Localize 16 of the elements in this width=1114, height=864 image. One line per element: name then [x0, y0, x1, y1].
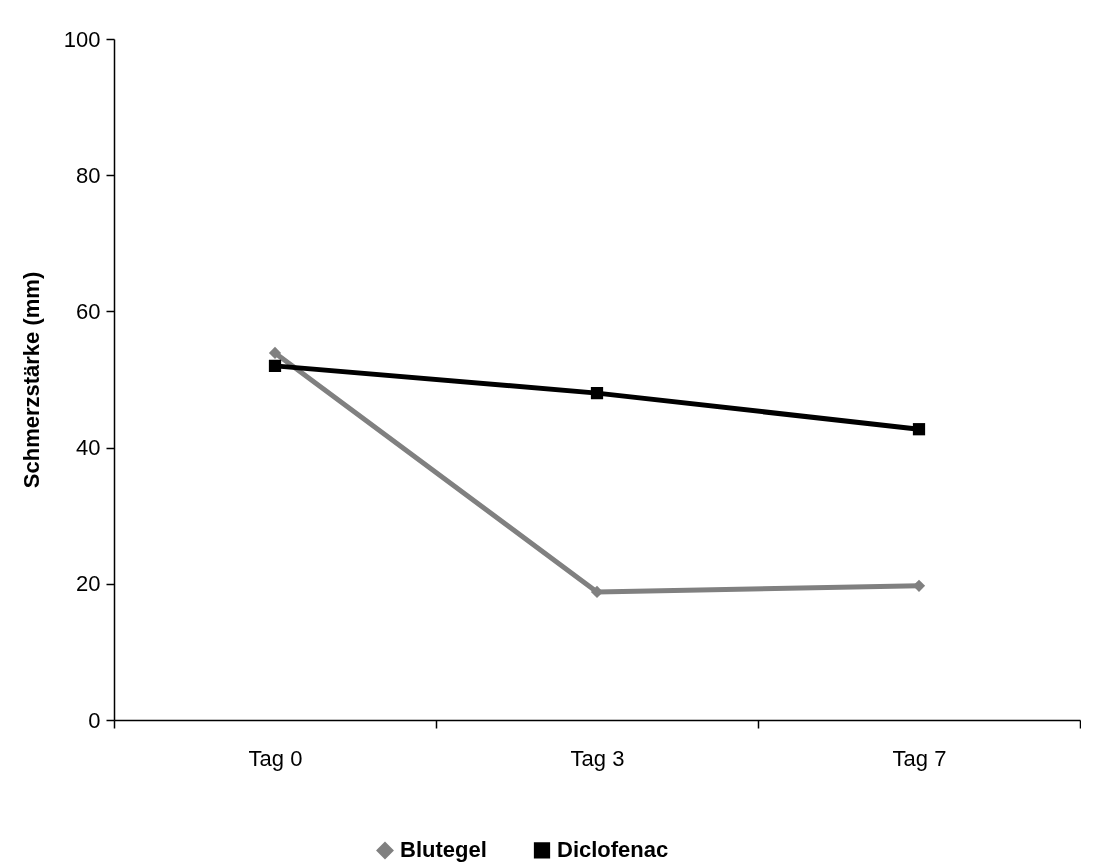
y-tick-label: 20 — [76, 571, 101, 597]
y-axis-title: Schmerzstärke (mm) — [18, 271, 44, 489]
legend-label: Blutegel — [400, 837, 487, 863]
point — [268, 359, 282, 372]
x-tick-label: Tag 7 — [892, 745, 947, 771]
x-tick-label: Tag 0 — [248, 745, 303, 771]
legend-label: Diclofenac — [557, 837, 669, 863]
y-tick-label: 40 — [76, 435, 101, 461]
y-tick-label: 60 — [76, 298, 101, 324]
y-tick-label: 0 — [88, 707, 101, 733]
y-tick-label: 100 — [63, 26, 101, 52]
point — [268, 346, 282, 360]
y-tick-label: 80 — [76, 162, 101, 188]
point — [590, 387, 604, 400]
point — [912, 423, 926, 436]
x-tick-label: Tag 3 — [570, 745, 625, 771]
